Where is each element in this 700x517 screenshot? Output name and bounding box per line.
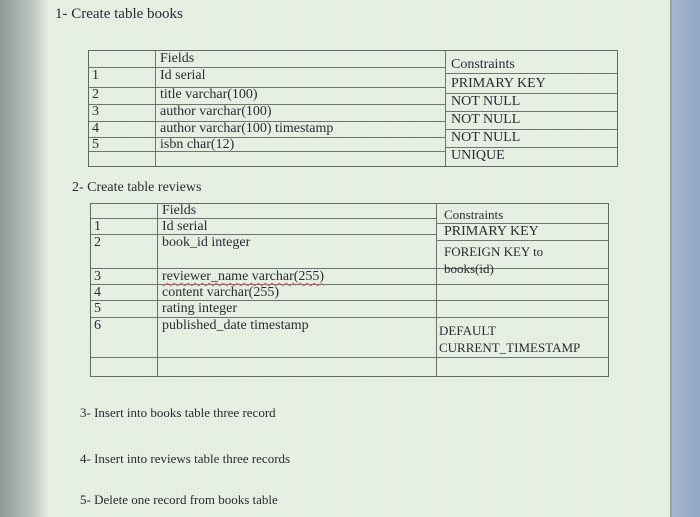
constraints-header: Constraints <box>451 57 515 72</box>
row-field: isbn char(12) <box>160 137 235 152</box>
row-constraint: PRIMARY KEY <box>451 76 546 91</box>
row-field: Id serial <box>162 219 208 234</box>
row-field: author varchar(100) <box>160 104 272 119</box>
section-1-heading: 1- Create table books <box>55 6 183 22</box>
row-num: 4 <box>92 121 99 136</box>
section-5-heading: 5- Delete one record from books table <box>80 492 278 507</box>
row-constraint: FOREIGN KEY to books(id) <box>444 244 544 276</box>
fields-header: Fields <box>160 51 195 66</box>
row-num: 1 <box>94 219 101 234</box>
row-constraint: NOT NULL <box>451 130 521 145</box>
row-field: book_id integer <box>162 235 251 250</box>
row-constraint: NOT NULL <box>451 112 521 127</box>
row-constraint: PRIMARY KEY <box>444 224 539 239</box>
row-field: reviewer_name varchar(255) <box>162 269 325 284</box>
row-field: published_date timestamp <box>162 318 309 333</box>
row-num: 2 <box>92 87 99 102</box>
section-3-heading: 3- Insert into books table three record <box>80 405 276 420</box>
row-constraint: UNIQUE <box>451 148 505 163</box>
row-field: rating integer <box>162 301 238 316</box>
row-num: 4 <box>94 285 101 300</box>
row-field: title varchar(100) <box>160 87 258 102</box>
constraints-header: Constraints <box>444 207 504 222</box>
fields-header: Fields <box>162 203 197 218</box>
row-num: 6 <box>94 318 101 333</box>
section-4-heading: 4- Insert into reviews table three recor… <box>80 451 291 466</box>
row-constraint: NOT NULL <box>451 94 521 109</box>
row-num: 3 <box>94 269 101 284</box>
document-page <box>48 0 672 517</box>
row-num: 3 <box>92 104 99 119</box>
row-num: 5 <box>94 301 101 316</box>
reviews-table: Fields Constraints 1 Id serial PRIMARY K… <box>90 203 609 377</box>
books-table: Fields Constraints 1 Id serial PRIMARY K… <box>88 50 618 167</box>
section-2-heading: 2- Create table reviews <box>72 180 202 195</box>
row-field: Id serial <box>160 68 206 83</box>
row-num: 2 <box>94 235 101 250</box>
row-constraint: DEFAULT CURRENT_TIMESTAMP <box>439 323 581 355</box>
row-num: 1 <box>92 68 99 83</box>
row-field: content varchar(255) <box>162 285 279 300</box>
row-num: 5 <box>92 137 99 152</box>
row-field: author varchar(100) timestamp <box>160 121 334 136</box>
